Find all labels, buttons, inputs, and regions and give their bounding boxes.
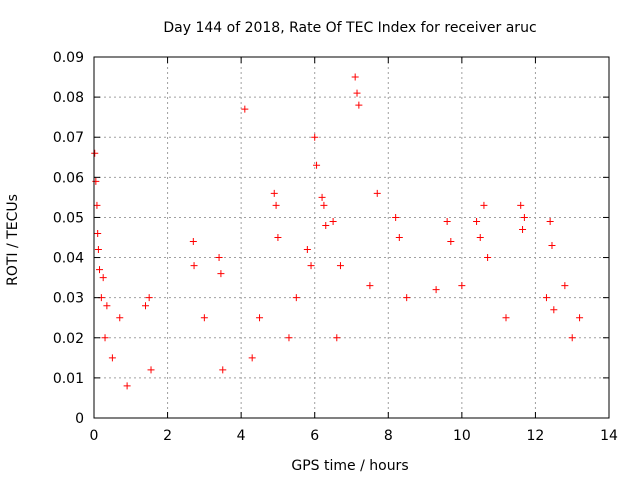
y-axis-label: ROTI / TECUs (5, 194, 21, 286)
data-point (93, 201, 101, 209)
data-point (447, 238, 455, 246)
data-point (91, 149, 99, 157)
data-point (200, 314, 208, 322)
x-tick-label: 0 (90, 428, 99, 444)
data-point (502, 314, 510, 322)
x-tick-label: 2 (163, 428, 172, 444)
x-tick-label: 8 (384, 428, 393, 444)
x-tick-label: 10 (453, 428, 471, 444)
data-point (480, 201, 488, 209)
chart-title: Day 144 of 2018, Rate Of TEC Index for r… (163, 20, 536, 36)
data-point (561, 282, 569, 290)
y-tick-label: 0.03 (53, 291, 84, 307)
data-point (320, 201, 328, 209)
x-tick-label: 6 (310, 428, 319, 444)
data-point (333, 334, 341, 342)
data-point (484, 254, 492, 262)
data-point (256, 314, 264, 322)
data-point (311, 133, 319, 141)
data-point (351, 73, 359, 81)
data-point (241, 105, 249, 113)
data-point (476, 234, 484, 241)
data-point (568, 334, 576, 342)
data-point (217, 270, 225, 278)
y-tick-label: 0.09 (53, 50, 84, 66)
data-point (355, 101, 363, 109)
data-point (94, 229, 102, 237)
data-point (145, 294, 153, 302)
grid-lines (94, 57, 609, 418)
data-point (519, 225, 527, 233)
data-point (403, 294, 411, 302)
data-point (99, 274, 107, 282)
data-point (542, 294, 550, 302)
y-tick-label: 0.02 (53, 331, 84, 347)
data-point (458, 282, 466, 290)
x-tick-label: 14 (600, 428, 618, 444)
data-point (142, 302, 149, 310)
plot-frame (93, 56, 610, 419)
data-point (274, 234, 282, 241)
data-point (101, 334, 109, 342)
data-point (215, 254, 223, 262)
data-point (189, 238, 197, 246)
y-tick-label: 0.08 (53, 90, 84, 106)
data-point (336, 262, 344, 270)
data-point (546, 217, 554, 225)
data-point (318, 193, 326, 201)
data-point (248, 354, 256, 362)
data-point (94, 246, 102, 254)
data-point (576, 314, 584, 322)
data-point (272, 201, 280, 209)
y-axis-ticks: 0 0.01 0.02 0.03 0.04 0.05 0.06 0.07 0.08 0.09 (53, 50, 609, 427)
data-point (313, 161, 321, 169)
data-point (108, 354, 116, 362)
data-point (392, 213, 400, 221)
data-point (353, 89, 361, 97)
x-tick-label: 12 (527, 428, 545, 444)
data-point (292, 294, 300, 302)
data-point (285, 334, 293, 342)
data-point (373, 189, 381, 197)
y-tick-label: 0.04 (53, 251, 84, 267)
data-point (395, 234, 403, 241)
y-tick-label: 0 (75, 411, 84, 427)
data-point (270, 189, 278, 197)
data-point (123, 382, 131, 390)
x-axis-ticks: 0 2 4 6 8 10 12 14 (90, 57, 618, 444)
data-point (219, 366, 227, 374)
data-point (432, 286, 440, 294)
data-point (96, 266, 104, 274)
data-point (92, 177, 100, 185)
data-point (116, 314, 124, 322)
data-point (548, 242, 556, 250)
y-tick-label: 0.07 (53, 130, 84, 146)
data-point (550, 306, 558, 314)
y-tick-label: 0.01 (53, 371, 84, 387)
data-point (443, 217, 451, 225)
y-tick-label: 0.06 (53, 170, 84, 186)
data-point (329, 217, 337, 225)
data-point (303, 246, 311, 254)
data-point (517, 201, 525, 209)
data-point (473, 217, 481, 225)
y-tick-label: 0.05 (53, 210, 84, 226)
data-point (366, 282, 374, 290)
data-point (147, 366, 155, 374)
data-point (520, 213, 528, 221)
data-point (190, 262, 198, 270)
data-point (103, 302, 111, 310)
data-point (322, 221, 330, 229)
data-point (307, 262, 315, 270)
data-points (91, 73, 584, 390)
x-tick-label: 4 (237, 428, 246, 444)
x-axis-label: GPS time / hours (291, 458, 408, 474)
